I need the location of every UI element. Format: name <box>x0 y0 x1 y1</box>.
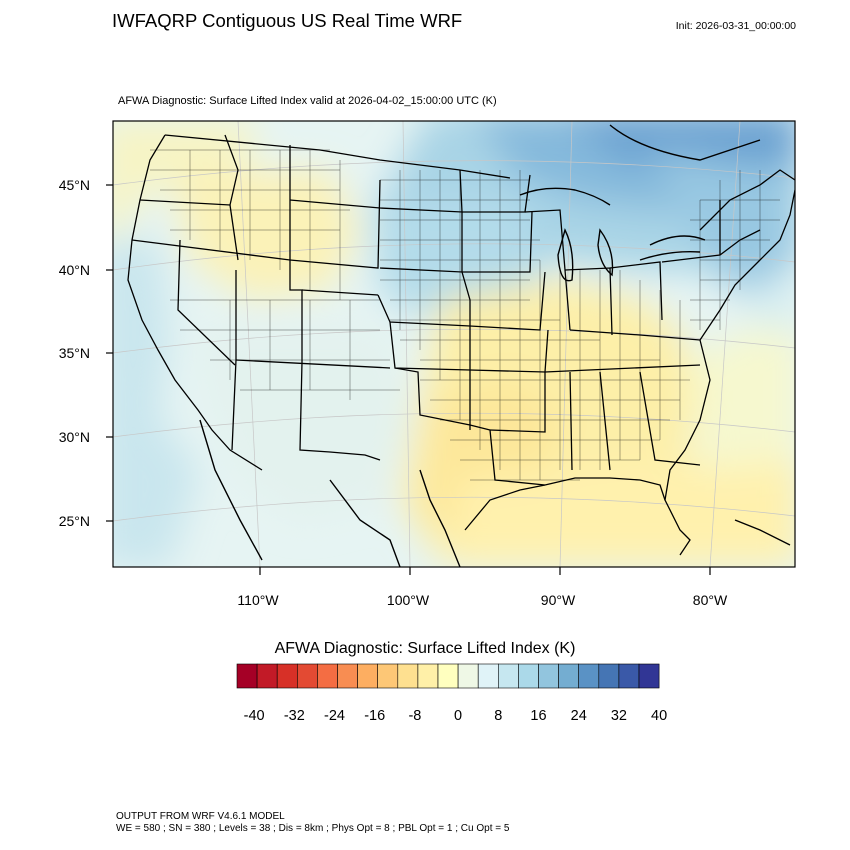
colorbar-box <box>357 663 379 689</box>
colorbar-label: -40 <box>244 708 265 724</box>
coastlines <box>199 124 791 567</box>
lon-label-110: 110°W <box>237 592 279 608</box>
colorbar-box <box>477 663 499 689</box>
colorbar-label: -16 <box>364 708 385 724</box>
colorbar-box <box>457 663 479 689</box>
model-info-line1: OUTPUT FROM WRF V4.6.1 MODEL <box>116 811 285 822</box>
colorbar-label: -32 <box>284 708 305 724</box>
colorbar-box <box>497 663 519 689</box>
colorbar-box <box>578 663 600 689</box>
lat-label-35: 35°N <box>59 345 90 361</box>
lon-label-90: 90°W <box>541 592 576 608</box>
colorbar-box <box>337 663 358 689</box>
model-info-line2: WE = 580 ; SN = 380 ; Levels = 38 ; Dis … <box>116 823 510 834</box>
axis-ticks <box>106 184 711 575</box>
colorbar-box <box>558 663 579 689</box>
colorbar-box <box>236 663 258 689</box>
init-time: Init: 2026-03-31_00:00:00 <box>675 20 796 32</box>
county-boundaries <box>150 149 780 481</box>
colorbar-box <box>518 663 539 689</box>
colorbar-label: 0 <box>454 708 462 724</box>
lat-label-40: 40°N <box>59 262 90 278</box>
colorbar-label: 24 <box>571 708 587 724</box>
colorbar-label: 16 <box>530 708 546 724</box>
colorbar-label: -24 <box>324 708 345 724</box>
colorbar-label: -8 <box>408 708 421 724</box>
lat-label-25: 25°N <box>59 513 90 529</box>
colorbar-box <box>256 663 278 689</box>
state-boundaries <box>127 134 795 556</box>
colorbar-box <box>377 663 399 689</box>
colorbar-box <box>538 663 559 689</box>
colorbar-box <box>417 663 439 689</box>
colorbar-label: 32 <box>611 708 627 724</box>
colorbar-label: 8 <box>494 708 502 724</box>
colorbar-boxes <box>236 663 660 689</box>
colorbar-box <box>317 663 338 689</box>
lat-label-30: 30°N <box>59 429 90 445</box>
map-frame <box>112 120 796 568</box>
colorbar-box <box>397 663 419 689</box>
page-title: IWFAQRP Contiguous US Real Time WRF <box>112 10 463 31</box>
colorbar-box <box>437 663 459 689</box>
colorbar-box <box>276 663 298 689</box>
colorbar-labels: -40 -32 -24 -16 -8 0 8 16 24 32 40 <box>244 708 668 724</box>
colorbar-box <box>598 663 620 689</box>
colorbar-box <box>296 663 318 689</box>
map-subtitle: AFWA Diagnostic: Surface Lifted Index va… <box>118 95 497 107</box>
lon-label-80: 80°W <box>693 592 728 608</box>
colorbar-title: AFWA Diagnostic: Surface Lifted Index (K… <box>274 640 576 657</box>
lon-label-100: 100°W <box>387 592 430 608</box>
lat-label-45: 45°N <box>59 177 90 193</box>
map-field <box>113 121 795 567</box>
colorbar-box <box>618 663 640 689</box>
colorbar-label: 40 <box>651 708 667 724</box>
colorbar-box <box>638 663 660 689</box>
